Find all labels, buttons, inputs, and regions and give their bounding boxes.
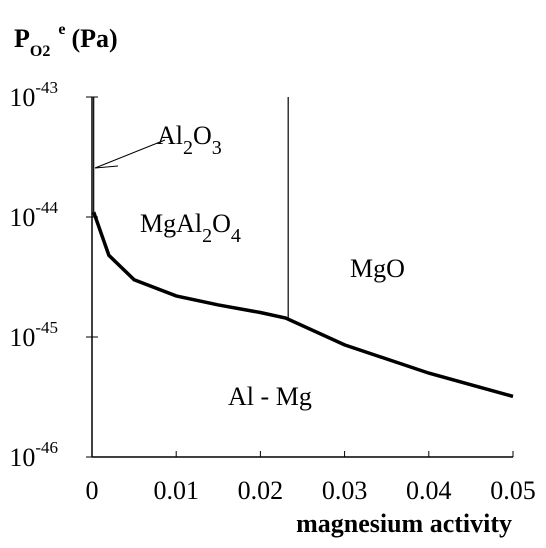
y-tick-label: 10-46 — [9, 438, 58, 472]
annotation-arrow — [94, 139, 166, 169]
region-label: Al2O3 — [157, 121, 222, 159]
x-tick-label: 0.02 — [238, 476, 284, 505]
region-label: MgAl2O4 — [140, 209, 241, 247]
y-label-sub: O2 — [30, 43, 50, 60]
y-label-base: P — [14, 24, 30, 53]
y-axis-label: PO2 e (Pa) — [14, 21, 118, 60]
x-tick-label: 0.03 — [322, 476, 368, 505]
x-tick-label: 0.01 — [153, 476, 199, 505]
region-label: Al - Mg — [228, 382, 312, 411]
line — [92, 211, 514, 399]
x-tick-label: 0.05 — [490, 476, 536, 505]
annotation-arrowhead — [94, 165, 119, 169]
y-label-sup: e — [58, 21, 65, 38]
y-tick-label: 10-43 — [9, 78, 58, 112]
x-tick-label: 0 — [86, 476, 99, 505]
y-tick-label: 10-45 — [9, 318, 58, 352]
region-label: MgO — [350, 254, 405, 283]
y-tick-label: 10-44 — [9, 198, 58, 232]
y-label-unit: (Pa) — [71, 24, 117, 53]
x-tick-label: 0.04 — [406, 476, 452, 505]
x-axis-label: magnesium activity — [296, 509, 512, 538]
